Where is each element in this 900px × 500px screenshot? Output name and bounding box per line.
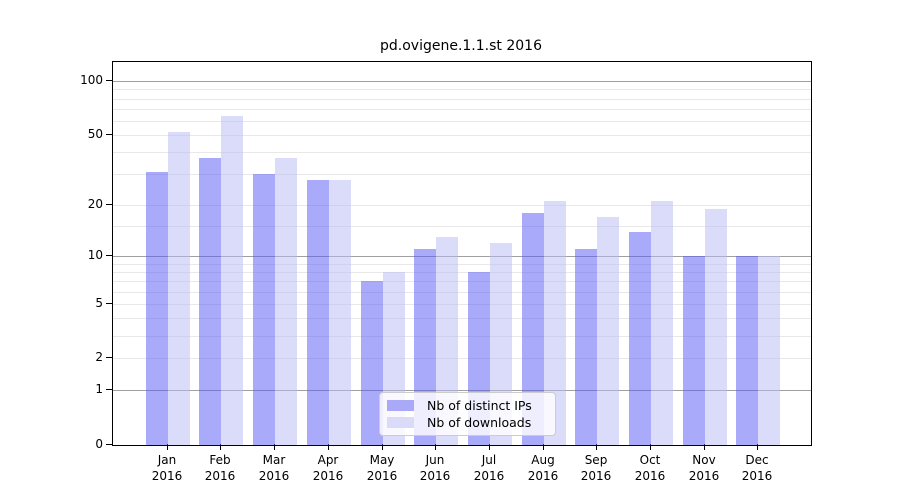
y-tick-label-0: 0 [95, 437, 103, 451]
x-tick-mark-jul [488, 444, 490, 450]
chart-title: pd.ovigene.1.1.st 2016 [380, 38, 542, 54]
gridline-30 [113, 173, 811, 175]
x-tick-label-aug: Aug 2016 [527, 453, 559, 483]
x-tick-label-oct: Oct 2016 [634, 453, 666, 483]
bar-ips-jan [146, 172, 168, 445]
x-tick-label-sep: Sep 2016 [580, 453, 612, 483]
y-tick-label-10: 10 [87, 248, 103, 262]
bar-downloads-feb [221, 116, 243, 445]
bar-ips-aug [522, 213, 544, 445]
legend-label: Nb of distinct IPs [427, 398, 532, 413]
gridline-8 [113, 271, 811, 273]
gridline-15 [113, 225, 811, 227]
x-tick-label-mar: Mar 2016 [258, 453, 290, 483]
bar-ips-sep [575, 249, 597, 445]
bar-downloads-sep [597, 217, 619, 445]
bar-downloads-jan [168, 132, 190, 445]
x-tick-mark-aug [542, 444, 544, 450]
bar-ips-mar [253, 174, 275, 445]
y-tick-mark-1 [106, 388, 112, 390]
bar-ips-apr [307, 180, 329, 445]
y-tick-label-2: 2 [95, 350, 103, 364]
y-tick-label-20: 20 [87, 197, 103, 211]
y-tick-label-100: 100 [80, 73, 103, 87]
gridline-1 [113, 389, 811, 391]
x-tick-label-jun: Jun 2016 [419, 453, 451, 483]
y-tick-label-5: 5 [95, 296, 103, 310]
y-tick-mark-0 [106, 443, 112, 445]
bar-ips-nov [683, 256, 705, 445]
gridline-90 [113, 88, 811, 90]
gridline-9 [113, 263, 811, 265]
gridline-50 [113, 134, 811, 136]
bar-ips-may [361, 281, 383, 445]
x-tick-label-jul: Jul 2016 [473, 453, 505, 483]
x-tick-label-may: May 2016 [366, 453, 398, 483]
gridline-4 [113, 317, 811, 319]
legend-swatch-distinct-ips [387, 400, 414, 411]
x-tick-label-jan: Jan 2016 [151, 453, 183, 483]
y-tick-label-50: 50 [87, 127, 103, 141]
y-tick-mark-100 [106, 79, 112, 81]
legend-entry: Nb of downloads [387, 415, 548, 430]
bar-ips-feb [199, 158, 221, 445]
gridline-100 [113, 80, 811, 82]
gridline-10 [113, 255, 811, 257]
gridline-7 [113, 280, 811, 282]
x-tick-label-apr: Apr 2016 [312, 453, 344, 483]
x-tick-label-feb: Feb 2016 [204, 453, 236, 483]
gridline-80 [113, 98, 811, 100]
legend: Nb of distinct IPs Nb of downloads [379, 392, 556, 436]
x-tick-mark-nov [703, 444, 705, 450]
gridline-40 [113, 151, 811, 153]
y-tick-mark-2 [106, 356, 112, 358]
y-tick-mark-10 [106, 254, 112, 256]
bar-ips-oct [629, 232, 651, 445]
y-tick-mark-20 [106, 203, 112, 205]
x-tick-mark-sep [595, 444, 597, 450]
legend-label: Nb of downloads [427, 415, 532, 430]
gridline-5 [113, 303, 811, 305]
bar-downloads-apr [329, 180, 351, 445]
gridline-6 [113, 291, 811, 293]
gridline-3 [113, 335, 811, 337]
legend-swatch-downloads [387, 417, 414, 428]
gridline-60 [113, 120, 811, 122]
bar-downloads-nov [705, 209, 727, 445]
x-tick-mark-dec [756, 444, 758, 450]
x-tick-mark-may [381, 444, 383, 450]
y-tick-label-1: 1 [95, 382, 103, 396]
bar-downloads-dec [758, 256, 780, 445]
x-tick-mark-jun [434, 444, 436, 450]
gridline-20 [113, 204, 811, 206]
x-tick-label-dec: Dec 2016 [741, 453, 773, 483]
bar-downloads-mar [275, 158, 297, 445]
y-tick-mark-5 [106, 302, 112, 304]
bar-downloads-aug [544, 201, 566, 445]
x-tick-mark-apr [327, 444, 329, 450]
y-tick-mark-50 [106, 133, 112, 135]
x-tick-mark-mar [273, 444, 275, 450]
x-tick-mark-jan [166, 444, 168, 450]
plot-area [112, 61, 812, 446]
x-tick-mark-feb [219, 444, 221, 450]
x-tick-label-nov: Nov 2016 [688, 453, 720, 483]
x-tick-mark-oct [649, 444, 651, 450]
legend-entry: Nb of distinct IPs [387, 398, 548, 413]
gridline-2 [113, 357, 811, 359]
bar-ips-dec [736, 256, 758, 445]
bar-downloads-oct [651, 201, 673, 445]
gridline-70 [113, 108, 811, 110]
